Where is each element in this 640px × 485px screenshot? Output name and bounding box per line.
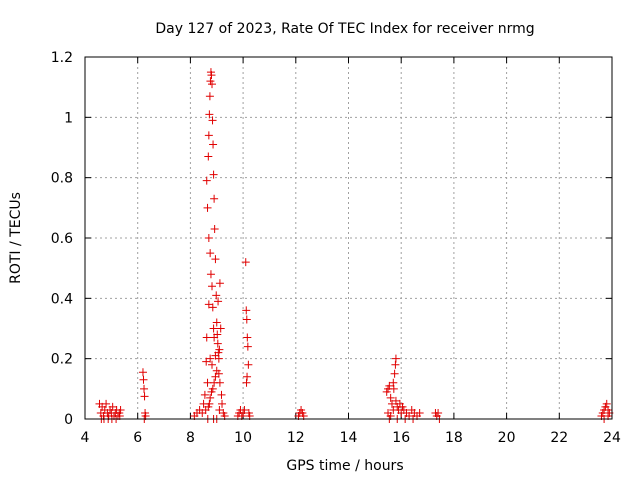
data-point <box>218 399 227 408</box>
data-point <box>209 170 218 179</box>
x-tick-label: 12 <box>287 430 305 446</box>
data-point <box>200 390 209 399</box>
data-point <box>208 303 217 312</box>
x-tick-label: 24 <box>603 430 621 446</box>
data-point <box>213 339 222 348</box>
y-tick-label: 0.6 <box>51 231 73 247</box>
data-point <box>209 140 218 149</box>
data-point <box>212 318 221 327</box>
data-point <box>102 399 111 408</box>
data-point <box>215 345 224 354</box>
x-tick-label: 20 <box>498 430 516 446</box>
data-point <box>215 378 224 387</box>
chart-title: Day 127 of 2023, Rate Of TEC Index for r… <box>155 21 534 37</box>
data-point <box>201 405 210 414</box>
data-point <box>208 80 217 89</box>
y-tick-label: 1.2 <box>51 50 73 66</box>
data-point <box>209 324 218 333</box>
data-point <box>208 282 217 291</box>
x-tick-label: 8 <box>186 430 195 446</box>
data-point <box>212 291 221 300</box>
data-point <box>217 390 226 399</box>
x-tick-label: 16 <box>392 430 410 446</box>
grid <box>85 57 612 419</box>
data-point <box>213 330 222 339</box>
data-point <box>391 360 400 369</box>
data-point <box>205 92 214 101</box>
data-point <box>390 369 399 378</box>
x-tick-label: 6 <box>133 430 142 446</box>
data-point <box>242 315 251 324</box>
y-tick-label: 0.4 <box>51 291 73 307</box>
data-point <box>202 333 211 342</box>
data-point <box>242 306 251 315</box>
data-point <box>215 405 224 414</box>
data-point <box>216 324 225 333</box>
data-point <box>215 279 224 288</box>
x-tick-label: 4 <box>81 430 90 446</box>
data-point <box>140 392 149 401</box>
data-point <box>242 378 251 387</box>
data-point <box>207 71 216 80</box>
data-point <box>202 176 211 185</box>
data-point <box>434 408 443 417</box>
data-point <box>240 405 249 414</box>
data-point <box>391 354 400 363</box>
data-point <box>389 378 398 387</box>
y-axis-label: ROTI / TECUs <box>8 192 24 284</box>
data-point <box>211 255 220 264</box>
data-point <box>206 393 215 402</box>
x-tick-label: 10 <box>234 430 252 446</box>
x-tick-label: 18 <box>445 430 463 446</box>
data-point <box>206 270 215 279</box>
data-point <box>386 393 395 402</box>
data-point <box>214 297 223 306</box>
data-point <box>204 234 213 242</box>
data-point <box>204 131 213 140</box>
x-tick-label: 14 <box>340 430 358 446</box>
data-point <box>244 360 253 369</box>
ticks: 4 6 8 10 12 14 16 18 20 22 24 0 0.2 0.4 0.6 0.8 1 1.2 <box>51 50 621 446</box>
data-point <box>203 203 212 212</box>
x-axis-label: GPS time / hours <box>286 458 403 474</box>
data-point <box>208 116 217 125</box>
data-point <box>206 354 215 363</box>
data-point <box>210 224 219 233</box>
data-point <box>243 333 252 342</box>
data-point <box>140 384 149 393</box>
data-point <box>243 342 252 351</box>
data-point <box>210 194 219 203</box>
data-point <box>138 368 147 377</box>
data-point <box>116 405 125 414</box>
y-tick-label: 1 <box>64 110 73 126</box>
data-point <box>206 249 215 258</box>
data-point <box>602 399 611 408</box>
y-tick-label: 0 <box>64 412 73 428</box>
data-point <box>243 372 252 381</box>
data-point <box>208 360 217 369</box>
plot-frame <box>84 56 613 420</box>
y-tick-label: 0.8 <box>51 171 73 187</box>
data-point <box>211 351 220 360</box>
data-point <box>139 375 148 384</box>
y-tick-label: 0.2 <box>51 352 73 368</box>
data-point <box>207 387 216 396</box>
data-point <box>241 258 250 267</box>
data-point <box>204 152 213 161</box>
data-point <box>205 110 214 119</box>
x-tick-label: 22 <box>550 430 568 446</box>
data-point <box>389 384 398 393</box>
data-point <box>214 369 223 378</box>
data-point <box>415 408 424 417</box>
